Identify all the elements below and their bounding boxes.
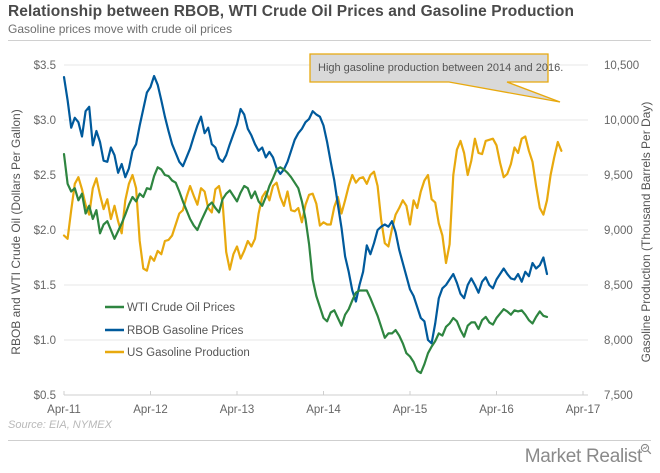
header-divider: [8, 40, 651, 41]
chart-subtitle: Gasoline prices move with crude oil pric…: [8, 22, 233, 36]
source-note: Source: EIA, NYMEX: [8, 419, 112, 431]
footer-divider: [8, 440, 651, 441]
y-right-tick-label: 8,000: [604, 335, 633, 347]
series-lines: [62, 74, 563, 375]
callout-text: High gasoline production between 2014 an…: [318, 62, 563, 74]
legend-label: US Gasoline Production: [127, 347, 250, 359]
x-tick-label: Apr-16: [479, 404, 514, 416]
callout-box: [309, 53, 561, 103]
y-right-tick-label: 10,500: [604, 60, 639, 72]
y-axis-left-title: RBOB and WTI Crude Oil (Dollars Per Gall…: [9, 109, 23, 354]
magnifier-chart-icon: [640, 443, 652, 455]
series-line-us-gasoline-production: [62, 135, 563, 272]
x-tick-label: Apr-14: [306, 404, 341, 416]
x-tick-label: Apr-13: [220, 404, 255, 416]
series-line-wti-crude-oil-prices: [62, 153, 549, 375]
y-right-tick-label: 7,500: [604, 390, 633, 402]
legend-label: WTI Crude Oil Prices: [127, 302, 235, 314]
y-axis-left: $0.5 $1.0 $1.5 $2.0 $2.5 $3.0 $3.5: [34, 60, 56, 402]
annotation-callout: High gasoline production between 2014 an…: [309, 53, 563, 103]
y-right-tick-label: 10,000: [604, 115, 639, 127]
legend-item: US Gasoline Production: [105, 347, 250, 359]
legend-label: RBOB Gasoline Prices: [127, 325, 244, 337]
y-axis-right-title: Gasoline Production (Thousand Barrels Pe…: [639, 102, 653, 363]
x-tick-label: Apr-17: [566, 404, 601, 416]
y-left-tick-label: $1.5: [34, 280, 56, 292]
y-left-tick-label: $3.0: [34, 115, 56, 127]
y-left-tick-label: $3.5: [34, 60, 56, 72]
y-right-tick-label: 9,500: [604, 170, 633, 182]
x-tick-label: Apr-12: [133, 404, 168, 416]
legend-item: RBOB Gasoline Prices: [105, 325, 244, 337]
y-left-tick-label: $2.0: [34, 225, 56, 237]
y-right-tick-label: 9,000: [604, 225, 633, 237]
legend-item: WTI Crude Oil Prices: [105, 302, 235, 314]
y-right-tick-label: 8,500: [604, 280, 633, 292]
y-left-tick-label: $2.5: [34, 170, 56, 182]
legend: WTI Crude Oil Prices RBOB Gasoline Prices…: [105, 302, 250, 359]
chart-title: Relationship between RBOB, WTI Crude Oil…: [8, 3, 575, 20]
x-tick-label: Apr-15: [393, 404, 428, 416]
y-axis-right: 7,500 8,000 8,500 9,000 9,500 10,000 10,500: [604, 60, 639, 402]
x-tick-label: Apr-11: [47, 404, 81, 416]
y-left-tick-label: $1.0: [34, 335, 56, 347]
y-left-tick-label: $0.5: [34, 390, 56, 402]
gridlines: [64, 64, 588, 341]
x-axis: Apr-11 Apr-12 Apr-13 Apr-14 Apr-15 Apr-16 Apr-…: [47, 391, 600, 416]
series-line-rbob-gasoline-prices: [62, 74, 549, 345]
brand-logo-text: Market Realist: [524, 446, 643, 467]
